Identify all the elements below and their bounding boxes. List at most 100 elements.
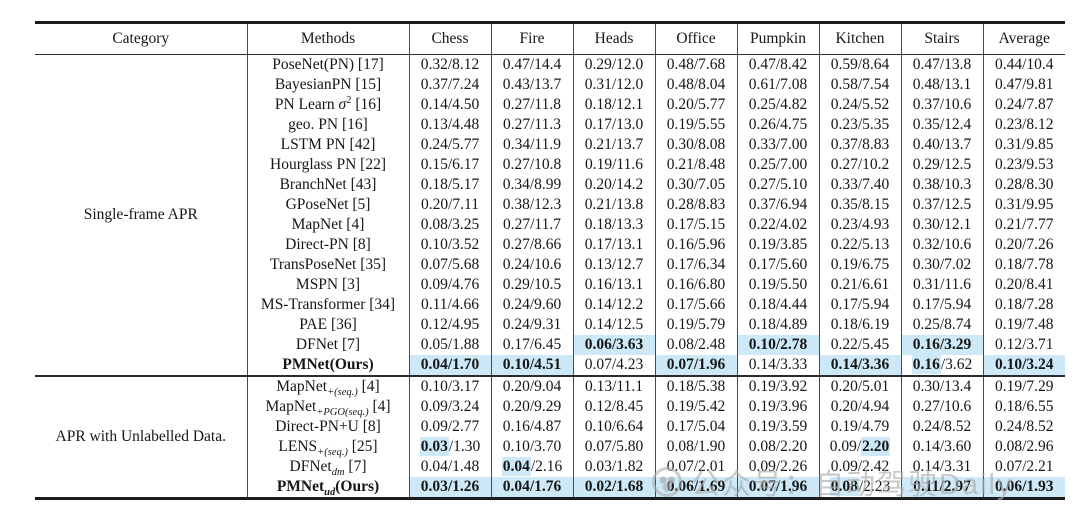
value-cell: 0.37/8.83 xyxy=(819,135,902,155)
value-cell: 0.18/4.44 xyxy=(737,295,820,315)
method-cell: Direct-PN [8] xyxy=(247,235,410,255)
value-cell: 0.37/6.94 xyxy=(737,195,820,215)
value-cell: 0.09/4.76 xyxy=(409,275,492,295)
value-cell: 0.18/4.89 xyxy=(737,315,820,335)
table-row: DFNet [7] 0.05/1.88 0.17/6.45 0.06/3.63 0.08… xyxy=(35,335,1065,355)
table-row: BayesianPN [15] 0.37/7.24 0.43/13.7 0.31/12… xyxy=(35,75,1065,95)
method-cell: Direct-PN+U [8] xyxy=(247,417,410,437)
value-cell: 0.10/4.51 xyxy=(491,355,574,376)
value-cell: 0.27/11.3 xyxy=(491,115,574,135)
value-cell: 0.38/10.3 xyxy=(901,175,984,195)
value-cell: 0.37/10.6 xyxy=(901,95,984,115)
table-row: GPoseNet [5] 0.20/7.11 0.38/12.3 0.21/13.8 0… xyxy=(35,195,1065,215)
value-cell: 0.18/13.3 xyxy=(573,215,656,235)
method-cell: PMNetud(Ours) xyxy=(247,477,410,499)
value-cell: 0.08/1.90 xyxy=(655,437,738,457)
value-cell: 0.17/5.66 xyxy=(655,295,738,315)
value-cell: 0.07/4.23 xyxy=(573,355,656,376)
col-header-average: Average xyxy=(983,22,1065,55)
method-cell: PoseNet(PN) [17] xyxy=(247,54,410,75)
value-cell: 0.03/1.30 xyxy=(409,437,492,457)
value-cell: 0.33/7.00 xyxy=(737,135,820,155)
value-cell: 0.07/1.96 xyxy=(737,477,820,499)
value-cell: 0.48/13.1 xyxy=(901,75,984,95)
value-cell: 0.19/4.79 xyxy=(819,417,902,437)
value-cell: 0.14/12.2 xyxy=(573,295,656,315)
value-cell: 0.16/3.29 xyxy=(901,335,984,355)
value-cell: 0.09/2.26 xyxy=(737,457,820,477)
col-header-kitchen: Kitchen xyxy=(819,22,902,55)
value-cell: 0.32/10.6 xyxy=(901,235,984,255)
value-cell: 0.19/3.59 xyxy=(737,417,820,437)
value-cell: 0.30/13.4 xyxy=(901,376,984,397)
table-row: TransPoseNet [35] 0.07/5.68 0.24/10.6 0.13/… xyxy=(35,255,1065,275)
value-cell: 0.30/7.02 xyxy=(901,255,984,275)
value-cell: 0.16/4.87 xyxy=(491,417,574,437)
value-cell: 0.59/8.64 xyxy=(819,54,902,75)
table-row: PAE [36] 0.12/4.95 0.24/9.31 0.14/12.5 0.19/… xyxy=(35,315,1065,335)
method-cell: PMNet(Ours) xyxy=(247,355,410,376)
value-cell: 0.04/1.76 xyxy=(491,477,574,499)
col-header-methods: Methods xyxy=(247,22,410,55)
table-row: MapNet+PGO(seq.) [4] 0.09/3.24 0.20/9.29 0.… xyxy=(35,397,1065,418)
value-cell: 0.27/11.8 xyxy=(491,95,574,115)
method-cell: MapNet [4] xyxy=(247,215,410,235)
value-cell: 0.12/8.45 xyxy=(573,397,656,417)
table-section-1: APR with Unlabelled Data. MapNet+(seq.) [… xyxy=(35,376,1065,499)
value-cell: 0.23/9.53 xyxy=(994,156,1054,173)
value-cell: 0.19/5.55 xyxy=(655,115,738,135)
value-cell: 0.19/7.48 xyxy=(994,316,1054,333)
table-row: Hourglass PN [22] 0.15/6.17 0.27/10.8 0.19/… xyxy=(35,155,1065,175)
value-cell: 0.21/8.48 xyxy=(655,155,738,175)
value-cell: 0.32/8.12 xyxy=(409,54,492,75)
table-row: geo. PN [16] 0.13/4.48 0.27/11.3 0.17/13.0 0… xyxy=(35,115,1065,135)
value-cell: 0.16/3.62 xyxy=(901,355,984,376)
value-cell: 0.06/1.93 xyxy=(983,477,1065,499)
value-cell: 0.09/2.77 xyxy=(409,417,492,437)
value-cell: 0.07/2.01 xyxy=(655,457,738,477)
value-cell: 0.07/5.80 xyxy=(573,437,656,457)
value-cell: 0.29/10.5 xyxy=(491,275,574,295)
value-cell: 0.29/12.0 xyxy=(573,54,656,75)
value-cell: 0.03/1.82 xyxy=(573,457,656,477)
value-cell: 0.25/7.00 xyxy=(737,155,820,175)
value-cell: 0.47/9.81 xyxy=(994,76,1054,93)
value-cell: 0.14/3.36 xyxy=(819,355,902,376)
value-cell: 0.21/13.7 xyxy=(573,135,656,155)
col-header-pumpkin: Pumpkin xyxy=(737,22,820,55)
table-row: Direct-PN [8] 0.10/3.52 0.27/8.66 0.17/13.1… xyxy=(35,235,1065,255)
value-cell: 0.34/8.99 xyxy=(491,175,574,195)
col-header-fire: Fire xyxy=(491,22,574,55)
value-cell: 0.17/13.1 xyxy=(573,235,656,255)
value-cell: 0.21/7.77 xyxy=(994,216,1054,233)
value-cell: 0.28/8.30 xyxy=(994,176,1054,193)
value-cell: 0.44/10.4 xyxy=(994,56,1054,73)
table-row: MS-Transformer [34] 0.11/4.66 0.24/9.60 0.1… xyxy=(35,295,1065,315)
value-cell: 0.28/8.83 xyxy=(655,195,738,215)
value-cell: 0.07/5.68 xyxy=(409,255,492,275)
value-cell: 0.37/12.5 xyxy=(901,195,984,215)
value-cell: 0.22/5.13 xyxy=(819,235,902,255)
method-cell: MSPN [3] xyxy=(247,275,410,295)
value-cell: 0.16/5.96 xyxy=(655,235,738,255)
value-cell: 0.22/4.02 xyxy=(737,215,820,235)
value-cell: 0.10/3.70 xyxy=(491,437,574,457)
value-cell: 0.23/4.93 xyxy=(819,215,902,235)
value-cell: 0.04/2.16 xyxy=(491,457,574,477)
value-cell: 0.18/5.17 xyxy=(409,175,492,195)
value-cell: 0.24/10.6 xyxy=(491,255,574,275)
value-cell: 0.21/6.61 xyxy=(819,275,902,295)
value-cell: 0.24/9.60 xyxy=(491,295,574,315)
method-cell: Hourglass PN [22] xyxy=(247,155,410,175)
value-cell: 0.18/7.78 xyxy=(994,256,1054,273)
value-cell: 0.47/13.8 xyxy=(901,54,984,75)
method-cell: PAE [36] xyxy=(247,315,410,335)
value-cell: 0.11/4.66 xyxy=(409,295,492,315)
value-cell: 0.09/3.24 xyxy=(409,397,492,417)
value-cell: 0.16/13.1 xyxy=(573,275,656,295)
value-cell: 0.33/7.40 xyxy=(819,175,902,195)
value-cell: 0.10/6.64 xyxy=(573,417,656,437)
value-cell: 0.19/5.50 xyxy=(737,275,820,295)
value-cell: 0.13/12.7 xyxy=(573,255,656,275)
col-header-category: Category xyxy=(35,22,248,55)
